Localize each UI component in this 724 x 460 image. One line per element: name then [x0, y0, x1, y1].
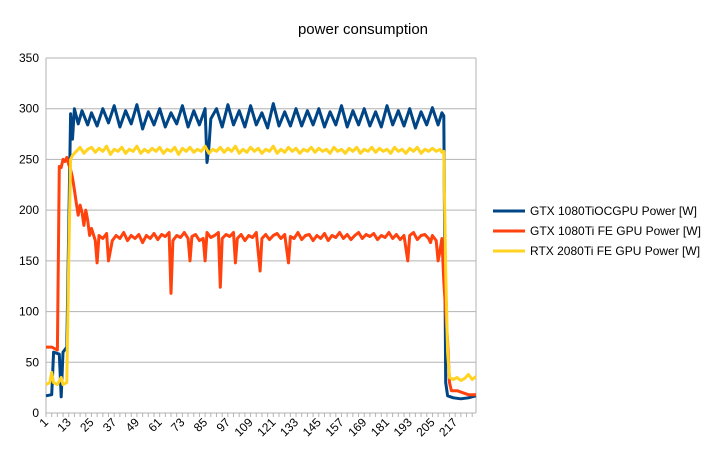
x-tick-label: 121	[254, 415, 278, 439]
x-tick-label: 157	[323, 415, 347, 439]
x-tick-label: 169	[345, 415, 369, 439]
series-line-2	[46, 155, 476, 397]
x-tick-label: 85	[191, 415, 211, 435]
legend-label: GTX 1080Ti FE GPU Power [W]	[530, 224, 701, 238]
x-tick-label: 13	[55, 415, 75, 435]
series-lines	[45, 102, 477, 401]
legend-label: RTX 2080Ti FE GPU Power [W]	[530, 244, 700, 258]
x-axis-ticks: 1 13 25 37 49 61 73 85 9710912113314515716918119…	[36, 413, 473, 439]
y-tick-label: 300	[19, 102, 39, 116]
x-tick-label: 97	[214, 415, 234, 435]
x-tick-label: 25	[77, 415, 97, 435]
x-tick-label: 217	[436, 415, 460, 439]
y-tick-label: 350	[19, 51, 39, 65]
legend-label: GTX 1080TiOCGPU Power [W]	[530, 204, 697, 218]
x-tick-label: 109	[232, 415, 256, 439]
x-tick-label: 205	[413, 415, 437, 439]
x-tick-label: 49	[123, 415, 143, 435]
x-tick-label: 145	[300, 415, 324, 439]
series-line-1	[45, 102, 477, 401]
y-tick-label: 100	[19, 305, 39, 319]
x-tick-label: 181	[368, 415, 392, 439]
y-tick-label: 0	[32, 406, 39, 420]
y-tick-label: 150	[19, 254, 39, 268]
legend: GTX 1080TiOCGPU Power [W] GTX 1080Ti FE G…	[493, 204, 701, 258]
x-tick-label: 1	[36, 415, 51, 430]
y-tick-label: 50	[26, 355, 40, 369]
x-tick-label: 61	[145, 415, 165, 435]
chart-title: power consumption	[298, 21, 428, 38]
y-axis-ticks: 0 50 100 150 200 250 300 350	[19, 51, 39, 420]
y-tick-label: 200	[19, 203, 39, 217]
series-line-3	[45, 144, 477, 387]
x-tick-label: 193	[391, 415, 415, 439]
gridlines	[45, 57, 477, 414]
x-tick-label: 73	[168, 415, 188, 435]
x-tick-label: 37	[100, 415, 120, 435]
y-tick-label: 250	[19, 152, 39, 166]
x-tick-label: 133	[277, 415, 301, 439]
